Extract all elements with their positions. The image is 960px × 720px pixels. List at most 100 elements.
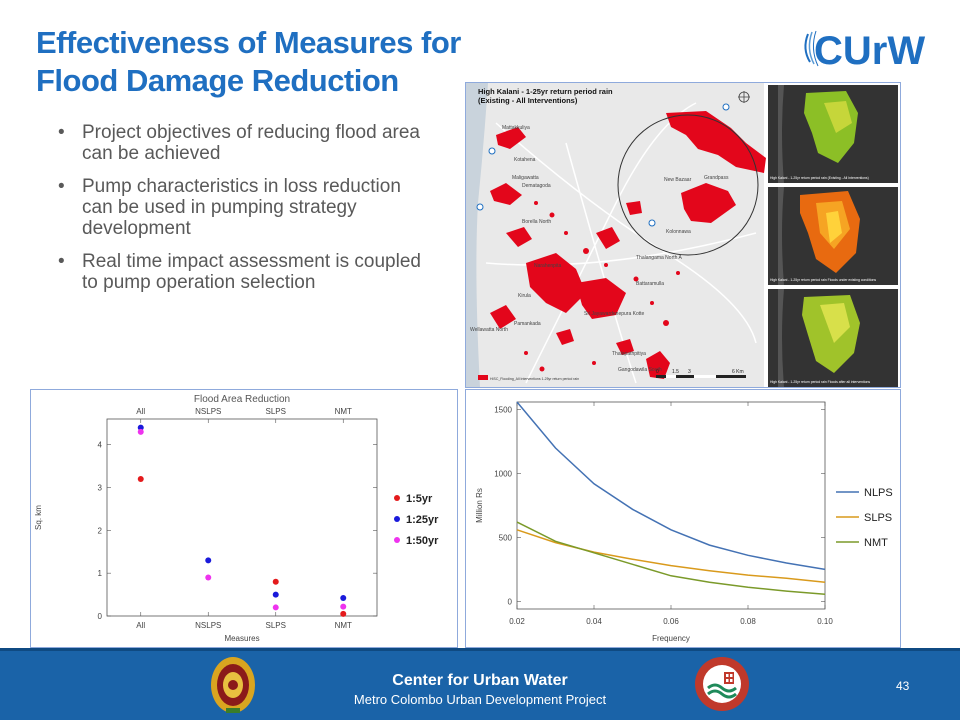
x-tick-label: SLPS <box>266 621 286 630</box>
map-place-label: Gangodawila South <box>618 367 662 373</box>
map-place-label: Grandpass <box>704 175 729 181</box>
map-place-label: Kirula <box>518 293 531 299</box>
slide-title-line-1: Effectiveness of Measures for <box>36 25 461 60</box>
y-tick-label: 1500 <box>494 406 512 415</box>
legend-label: NMT <box>864 537 888 549</box>
x-tick-label-top: All <box>136 407 145 416</box>
data-point <box>205 574 212 581</box>
x-tick-label: 0.04 <box>586 617 602 626</box>
inset-caption: High Kalani - 1-25yr return period rain … <box>770 176 869 180</box>
y-axis-label: Sq. km <box>34 505 43 530</box>
footer-subtitle: Metro Colombo Urban Development Project <box>353 692 607 707</box>
y-tick-label: 1 <box>98 569 103 578</box>
bullet-item: • Pump characteristics in loss reduction … <box>58 176 401 239</box>
mcudp-logo <box>695 657 749 711</box>
x-tick-label-top: NSLPS <box>195 407 221 416</box>
footer-title: Center for Urban Water <box>392 672 568 689</box>
slide-title: Effectiveness of Measures for Flood Dama… <box>36 24 556 100</box>
map-place-label: Thalapathpitiya <box>612 351 646 357</box>
series-line <box>516 521 826 596</box>
scale-label: 6 Km <box>732 369 744 375</box>
flood-area-chart: Flood Area Reduction All All NSLPS NSLPS SLPS… <box>34 394 439 643</box>
loss-frequency-chart-panel: 0.02 0.04 0.06 0.08 0.10 0 500 1000 1500 Frequenc… <box>465 389 901 648</box>
map-place-label: Thalangama North A <box>636 255 683 261</box>
map-place-label: Borella North <box>522 219 551 225</box>
bullet-item: • Project objectives of reducing flood ar… <box>58 122 420 164</box>
footer-bar <box>0 648 960 720</box>
scale-label: 1.5 <box>672 369 679 375</box>
map-inset-3: High Kalani - 1-25yr return period rain … <box>768 289 898 387</box>
map-place-label: New Bazaar <box>664 177 692 183</box>
curw-logo-text: CUrW <box>814 29 925 73</box>
map-place-label: Kotahena <box>514 157 536 163</box>
x-axis-label: Frequency <box>652 634 690 643</box>
inset-caption: High Kalani - 1-25yr return period rain … <box>770 380 870 384</box>
data-point <box>137 424 144 431</box>
map-inset-2: High Kalani - 1-25yr return period rain … <box>768 187 898 285</box>
map-place-label: Kolonnawa <box>666 229 691 235</box>
slide-title-line-2: Flood Damage Reduction <box>36 63 399 98</box>
map-place-label: Battaramulla <box>636 281 664 287</box>
data-point <box>272 578 279 585</box>
x-axis-label: Measures <box>224 634 259 643</box>
map-place-label: Wellawatta North <box>470 327 508 333</box>
data-point <box>272 604 279 611</box>
map-inset-1: High Kalani - 1-25yr return period rain … <box>768 85 898 183</box>
y-tick-label: 500 <box>499 533 513 542</box>
y-tick-label: 2 <box>98 526 103 535</box>
legend-marker <box>394 537 400 543</box>
map-title-line-2: (Existing - All Interventions) <box>478 96 578 105</box>
footer-divider <box>0 648 960 651</box>
x-tick-label-top: NMT <box>335 407 352 416</box>
map-title-line-1: High Kalani - 1-25yr return period rain <box>478 87 613 96</box>
loss-frequency-chart: 0.02 0.04 0.06 0.08 0.10 0 500 1000 1500 Frequenc… <box>475 401 893 643</box>
series-line <box>516 401 826 571</box>
plot-frame <box>106 418 378 617</box>
x-tick-label: NMT <box>335 621 352 630</box>
bullet-item: • Real time impact assessment is coupled … <box>58 251 421 293</box>
map-place-label: Sri Jayawardenepura Kotte <box>584 311 645 317</box>
legend-label: 1:5yr <box>406 493 433 505</box>
x-tick-label: All <box>136 621 145 630</box>
x-tick-label: NSLPS <box>195 621 221 630</box>
data-point <box>340 603 347 610</box>
flood-area-chart-panel: Flood Area Reduction All All NSLPS NSLPS SLPS… <box>30 389 458 648</box>
data-point <box>272 591 279 598</box>
map-place-label: Dematagoda <box>522 183 551 189</box>
y-tick-label: 4 <box>98 441 103 450</box>
legend-marker <box>394 495 400 501</box>
data-point <box>205 557 212 564</box>
map-place-label: Pamankada <box>514 321 541 327</box>
legend-label: 1:25yr <box>406 514 439 526</box>
y-axis-label: Million Rs <box>475 488 484 523</box>
x-tick-label-top: SLPS <box>266 407 286 416</box>
data-point <box>137 475 144 482</box>
scale-label: 0 <box>656 369 659 375</box>
legend-label: NLPS <box>864 487 893 499</box>
flood-areas <box>490 111 766 379</box>
x-tick-label: 0.08 <box>740 617 756 626</box>
inset-caption: High Kalani - 1-25yr return period rain … <box>770 278 876 282</box>
map-place-label: Mattakkuliya <box>502 125 530 131</box>
series-line <box>516 529 826 583</box>
y-tick-label: 1000 <box>494 470 512 479</box>
scale-label: 3 <box>688 369 691 375</box>
legend-label: 1:50yr <box>406 535 439 547</box>
curw-logo: CUrW <box>804 29 925 73</box>
page-number: 43 <box>896 679 910 693</box>
data-point <box>340 595 347 602</box>
legend-label: SLPS <box>864 512 892 524</box>
x-tick-label: 0.10 <box>817 617 833 626</box>
y-tick-label: 0 <box>508 597 513 606</box>
data-point <box>340 610 347 617</box>
y-tick-label: 0 <box>98 612 103 621</box>
legend-marker <box>394 516 400 522</box>
y-tick-label: 3 <box>98 484 103 493</box>
sri-lanka-emblem <box>211 657 255 713</box>
flood-map: High Kalani - 1-25yr return period rain … <box>466 83 898 387</box>
bullet-list: • Project objectives of reducing flood ar… <box>56 122 436 305</box>
map-place-label: Narahenpita <box>534 263 561 269</box>
chart-title: Flood Area Reduction <box>194 394 290 405</box>
x-tick-label: 0.06 <box>663 617 679 626</box>
map-legend-label: HISC_Flooding_All Interventions 1-25yr r… <box>490 377 579 381</box>
